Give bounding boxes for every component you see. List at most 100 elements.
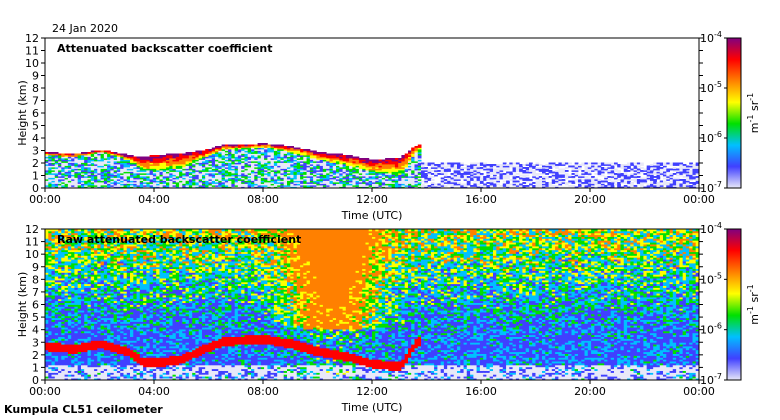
heatmap-cell [571, 182, 576, 184]
heatmap-cell [149, 174, 154, 177]
heatmap-cell [116, 180, 121, 183]
heatmap-cell [84, 323, 88, 326]
heatmap-cell [77, 347, 82, 351]
heatmap-cell [202, 167, 206, 169]
heatmap-cell [339, 170, 343, 172]
heatmap-cell [100, 155, 105, 157]
heatmap-cell [51, 153, 56, 156]
heatmap-cell [74, 357, 79, 360]
heatmap-cell [64, 376, 69, 379]
heatmap-cell [339, 174, 343, 177]
heatmap-cell [48, 310, 52, 313]
heatmap-cell [251, 158, 255, 160]
heatmap-cell [61, 158, 65, 160]
heatmap-cell [228, 152, 232, 154]
heatmap-cell [58, 304, 62, 307]
heatmap-cell [64, 168, 69, 171]
heatmap-cell [74, 236, 79, 239]
heatmap-cell [224, 165, 229, 168]
heatmap-cell [113, 179, 118, 181]
heatmap-cell [48, 177, 52, 180]
heatmap-cell [466, 173, 471, 175]
heatmap-cell [162, 177, 167, 180]
heatmap-cell [45, 276, 49, 279]
heatmap-cell [113, 159, 118, 162]
heatmap-cell [355, 176, 360, 178]
heatmap-cell [103, 159, 108, 162]
heatmap-cell [48, 283, 52, 286]
heatmap-cell [192, 185, 196, 187]
heatmap-cell [499, 176, 504, 178]
heatmap-cell [273, 159, 278, 162]
heatmap-cell [110, 183, 115, 186]
heatmap-cell [336, 165, 340, 168]
heatmap-cell [676, 177, 680, 180]
heatmap-cell [54, 229, 59, 232]
heatmap-cell [100, 150, 105, 153]
heatmap-cell [64, 315, 69, 319]
heatmap-cell [208, 153, 213, 156]
heatmap-cell [542, 176, 546, 178]
heatmap-cell [401, 165, 406, 168]
heatmap-cell [116, 171, 121, 174]
heatmap-cell [630, 170, 634, 172]
heatmap-cell [107, 177, 111, 180]
heatmap-cell [84, 268, 88, 271]
heatmap-cell [143, 183, 147, 186]
heatmap-cell [538, 185, 543, 187]
heatmap-cell [237, 162, 242, 165]
heatmap-cell [54, 300, 59, 303]
heatmap-cell [460, 167, 464, 169]
heatmap-cell [87, 336, 92, 339]
heatmap-cell [48, 153, 52, 156]
heatmap-cell [51, 182, 56, 184]
heatmap-cell [362, 159, 366, 162]
heatmap-cell [67, 317, 72, 320]
heatmap-cell [267, 167, 272, 169]
heatmap-cell [692, 173, 697, 175]
heatmap-cell [685, 185, 690, 187]
heatmap-cell [152, 170, 157, 172]
heatmap-cell [493, 165, 497, 168]
heatmap-cell [58, 298, 62, 302]
heatmap-cell [237, 149, 242, 151]
heatmap-cell [45, 300, 49, 303]
heatmap-cell [630, 162, 634, 165]
heatmap-cell [515, 176, 520, 178]
heatmap-cell [205, 170, 209, 172]
heatmap-cell [139, 173, 144, 175]
heatmap-cell [61, 329, 65, 332]
heatmap-cell [67, 270, 72, 273]
heatmap-cell [336, 170, 340, 172]
heatmap-cell [205, 153, 209, 156]
heatmap-cell [604, 177, 608, 180]
heatmap-cell [54, 353, 59, 356]
heatmap-cell [519, 174, 523, 177]
heatmap-cell [332, 174, 337, 177]
heatmap-cell [90, 170, 95, 172]
heatmap-cell [198, 171, 203, 174]
heatmap-cell [555, 176, 559, 178]
heatmap-cell [234, 156, 239, 159]
heatmap-cell [61, 332, 65, 336]
heatmap-cell [48, 347, 52, 351]
heatmap-cell [71, 319, 75, 322]
heatmap-cell [71, 361, 75, 364]
heatmap-cell [130, 170, 134, 172]
heatmap-cell [247, 170, 252, 172]
heatmap-cell [67, 363, 72, 366]
heatmap-cell [378, 161, 383, 163]
heatmap-cell [417, 177, 422, 180]
heatmap-cell [61, 366, 65, 370]
heatmap-cell [81, 283, 85, 286]
heatmap-cell [270, 182, 275, 184]
heatmap-cell [391, 159, 396, 162]
heatmap-cell [643, 180, 648, 183]
heatmap-cell [401, 158, 406, 160]
heatmap-cell [277, 171, 281, 174]
heatmap-cell [74, 336, 79, 339]
heatmap-cell [296, 161, 301, 163]
heatmap-cell [296, 158, 301, 160]
heatmap-cell [61, 174, 65, 177]
heatmap-cell [74, 168, 79, 171]
